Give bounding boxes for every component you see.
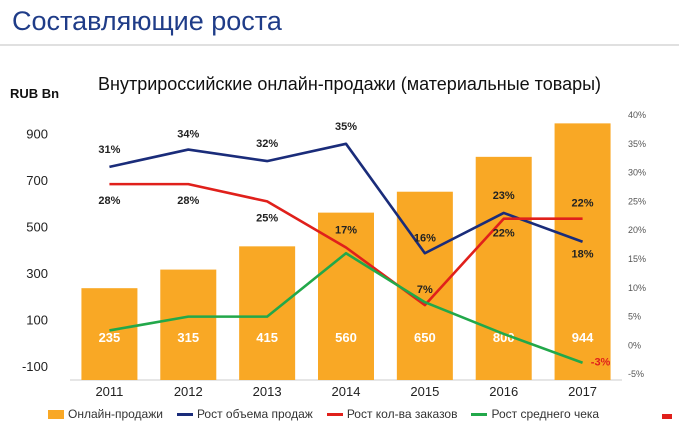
x-tick-label: 2013 — [253, 384, 282, 399]
orders-growth-label: 22% — [572, 198, 594, 210]
y-right-tick-label: 30% — [628, 168, 646, 178]
orders-growth-label: 28% — [177, 195, 199, 207]
bar-online-sales — [239, 246, 296, 380]
bar-online-sales — [160, 269, 217, 380]
orders-growth-label: 25% — [256, 212, 278, 224]
y-left-tick-label: 500 — [26, 220, 48, 235]
volume-growth-label: 16% — [414, 232, 436, 244]
legend-label-sales: Онлайн-продажи — [68, 407, 163, 421]
legend-item-volume-growth: Рост объема продаж — [176, 407, 313, 421]
orders-growth-label: 7% — [417, 284, 433, 296]
x-tick-label: 2012 — [174, 384, 203, 399]
title-divider — [0, 44, 679, 46]
orders-growth-label: 22% — [493, 228, 515, 240]
legend-swatch-volume-growth — [176, 412, 193, 416]
legend-swatch-orders-growth — [326, 412, 343, 416]
bar-data-label: 235 — [99, 330, 121, 345]
bar-data-label: 650 — [414, 330, 436, 345]
y-left-tick-label: 300 — [26, 266, 48, 281]
y-right-tick-label: 0% — [628, 340, 641, 350]
corner-accent — [662, 414, 672, 419]
legend-item-orders-growth: Рост кол-ва заказов — [326, 407, 458, 421]
volume-growth-label: 35% — [335, 121, 357, 133]
bar-data-label: 944 — [572, 330, 594, 345]
legend-item-avg-check-growth: Рост среднего чека — [471, 407, 599, 421]
volume-growth-label: 32% — [256, 138, 278, 150]
x-tick-label: 2017 — [568, 384, 597, 399]
orders-growth-label: 17% — [335, 225, 357, 237]
line-volume-growth — [109, 142, 584, 255]
x-tick-label: 2015 — [410, 384, 439, 399]
bar-data-label: 560 — [335, 330, 357, 345]
bar-online-sales — [475, 156, 532, 380]
y-right-tick-label: 10% — [628, 283, 646, 293]
legend-label-orders-growth: Рост кол-ва заказов — [346, 407, 458, 421]
y-right-tick-label: 5% — [628, 312, 641, 322]
bar-online-sales — [554, 123, 611, 381]
y-left-tick-label: 700 — [26, 173, 48, 188]
volume-growth-label: 34% — [177, 129, 199, 141]
bar-data-label: 315 — [177, 330, 199, 345]
line-avg-check-growth — [109, 251, 584, 364]
y-right-tick-label: 35% — [628, 139, 646, 149]
y-right-tick-label: 20% — [628, 225, 646, 235]
x-tick-label: 2016 — [489, 384, 518, 399]
bar-online-sales — [318, 212, 374, 380]
y-left-tick-label: -100 — [22, 359, 48, 374]
bar-online-sales — [81, 288, 138, 380]
bar-data-label: 800 — [493, 330, 515, 345]
volume-growth-label: 31% — [98, 144, 120, 156]
x-tick-label: 2011 — [95, 384, 123, 399]
y-left-tick-label: 900 — [26, 127, 48, 142]
orders-growth-label: 28% — [98, 195, 120, 207]
y-right-tick-label: -5% — [628, 369, 644, 379]
legend-item-sales: Онлайн-продажи — [48, 407, 163, 421]
legend-swatch-sales — [48, 409, 64, 419]
avg-check-growth-label: -3% — [591, 357, 611, 369]
volume-growth-label: 18% — [572, 249, 594, 261]
y-left-tick-label: 100 — [26, 313, 48, 328]
legend-swatch-avg-check-growth — [471, 412, 488, 416]
chart-legend: Онлайн-продажи Рост объема продаж Рост к… — [48, 407, 599, 421]
bar-data-label: 415 — [256, 330, 278, 345]
y-right-tick-label: 15% — [628, 254, 646, 264]
x-tick-label: 2014 — [332, 384, 361, 399]
unit-label: RUB Bn — [10, 86, 60, 101]
chart-title: Внутрироссийские онлайн-продажи (материа… — [98, 74, 602, 94]
volume-growth-label: 23% — [493, 190, 515, 202]
legend-label-volume-growth: Рост объема продаж — [196, 407, 313, 421]
line-orders-growth — [109, 182, 583, 307]
y-right-tick-label: 40% — [628, 110, 646, 120]
y-right-tick-label: 25% — [628, 196, 646, 206]
page-title: Составляющие роста — [12, 6, 282, 36]
legend-label-avg-check-growth: Рост среднего чека — [491, 407, 600, 421]
